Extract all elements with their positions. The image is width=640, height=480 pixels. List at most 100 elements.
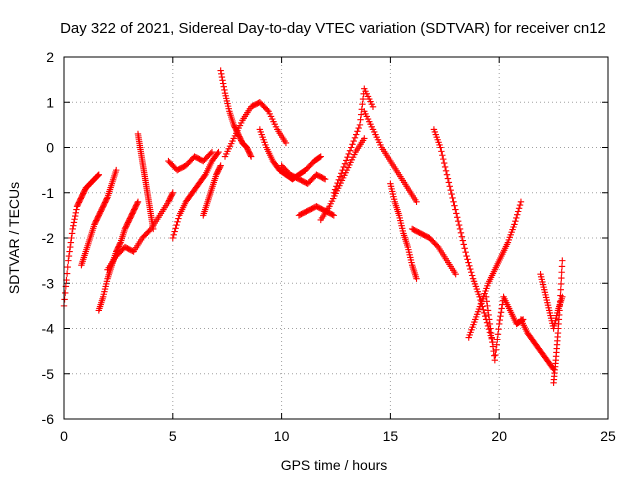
data-point	[461, 245, 468, 252]
series-track-o	[330, 85, 377, 196]
data-point	[169, 234, 176, 242]
data-point	[218, 70, 225, 78]
data-point	[65, 257, 72, 264]
data-point	[336, 173, 344, 180]
data-point	[438, 148, 445, 155]
data-point	[497, 313, 504, 320]
data-point	[485, 325, 493, 333]
data-point	[71, 212, 79, 220]
data-point	[513, 214, 520, 222]
data-point	[134, 199, 141, 207]
y-tick-label: -3	[42, 275, 55, 291]
data-point	[463, 252, 470, 260]
data-point	[317, 153, 324, 160]
data-point	[351, 134, 359, 142]
series-track-s	[430, 126, 496, 346]
series-track-k	[256, 126, 324, 183]
data-point	[343, 157, 350, 164]
data-point	[495, 325, 502, 333]
data-point	[329, 211, 336, 218]
series-track-n	[317, 135, 368, 224]
data-point	[468, 272, 476, 279]
data-point	[445, 179, 453, 186]
series-track-m	[295, 203, 338, 219]
data-point	[451, 202, 458, 209]
data-point	[482, 293, 490, 301]
data-point	[450, 198, 457, 205]
data-point	[282, 139, 290, 147]
data-point	[359, 95, 367, 103]
y-tick-label: 1	[46, 94, 54, 110]
series-track-r	[408, 225, 459, 278]
y-tick-label: -2	[42, 230, 55, 246]
data-point	[369, 103, 377, 110]
data-point	[345, 150, 352, 158]
series-track-b	[78, 166, 120, 269]
series-track-g	[169, 148, 222, 242]
data-point	[486, 316, 493, 323]
data-point	[488, 334, 495, 341]
data-point	[466, 262, 473, 269]
y-tick-label: -4	[42, 321, 55, 337]
data-point	[459, 237, 467, 244]
data-point	[491, 352, 498, 359]
data-point	[484, 307, 492, 314]
data-point	[348, 144, 355, 151]
data-point	[448, 190, 455, 198]
series-track-l	[278, 162, 329, 187]
data-point	[452, 271, 459, 278]
data-point	[462, 249, 469, 256]
series-track-f	[165, 148, 216, 174]
data-point	[169, 189, 176, 196]
data-point	[94, 172, 102, 179]
data-point	[217, 67, 224, 74]
data-point	[171, 228, 178, 235]
y-axis-label: SDTVAR / TECUs	[6, 182, 22, 294]
data-point	[218, 73, 226, 81]
data-point	[334, 179, 341, 187]
data-point	[72, 209, 80, 216]
data-point	[116, 240, 124, 248]
data-point	[63, 270, 71, 277]
data-point	[354, 128, 361, 135]
data-point	[335, 176, 342, 184]
data-point	[515, 205, 523, 212]
data-point	[201, 172, 208, 180]
data-point	[556, 298, 564, 305]
data-point	[454, 214, 461, 221]
data-point	[437, 144, 444, 151]
data-point	[442, 167, 450, 174]
y-tick-label: -1	[42, 185, 55, 201]
data-point	[168, 190, 176, 198]
data-point	[357, 116, 364, 123]
data-point	[440, 155, 447, 163]
data-point	[221, 86, 228, 94]
series-track-d	[104, 189, 176, 273]
data-point	[62, 289, 69, 297]
data-point	[449, 194, 456, 202]
series-track-q	[387, 180, 420, 282]
data-point	[65, 252, 73, 260]
data-point	[71, 216, 78, 223]
series-track-p	[361, 108, 420, 205]
data-point	[481, 309, 488, 317]
data-point	[344, 153, 351, 161]
data-point	[492, 346, 500, 354]
data-point	[440, 159, 448, 167]
y-tick-label: -6	[42, 411, 55, 427]
data-point	[557, 286, 564, 293]
data-point	[483, 298, 490, 305]
data-point	[514, 208, 522, 215]
data-point	[492, 351, 499, 359]
data-point	[64, 263, 71, 271]
data-point	[485, 311, 492, 319]
data-point	[433, 242, 441, 249]
x-tick-label: 5	[169, 428, 177, 444]
data-point	[66, 248, 73, 255]
data-point	[487, 325, 494, 332]
data-point	[453, 210, 460, 217]
data-point	[558, 274, 565, 282]
data-point	[175, 215, 182, 222]
chart-title: Day 322 of 2021, Sidereal Day-to-day VTE…	[60, 20, 606, 37]
data-point	[355, 124, 362, 132]
